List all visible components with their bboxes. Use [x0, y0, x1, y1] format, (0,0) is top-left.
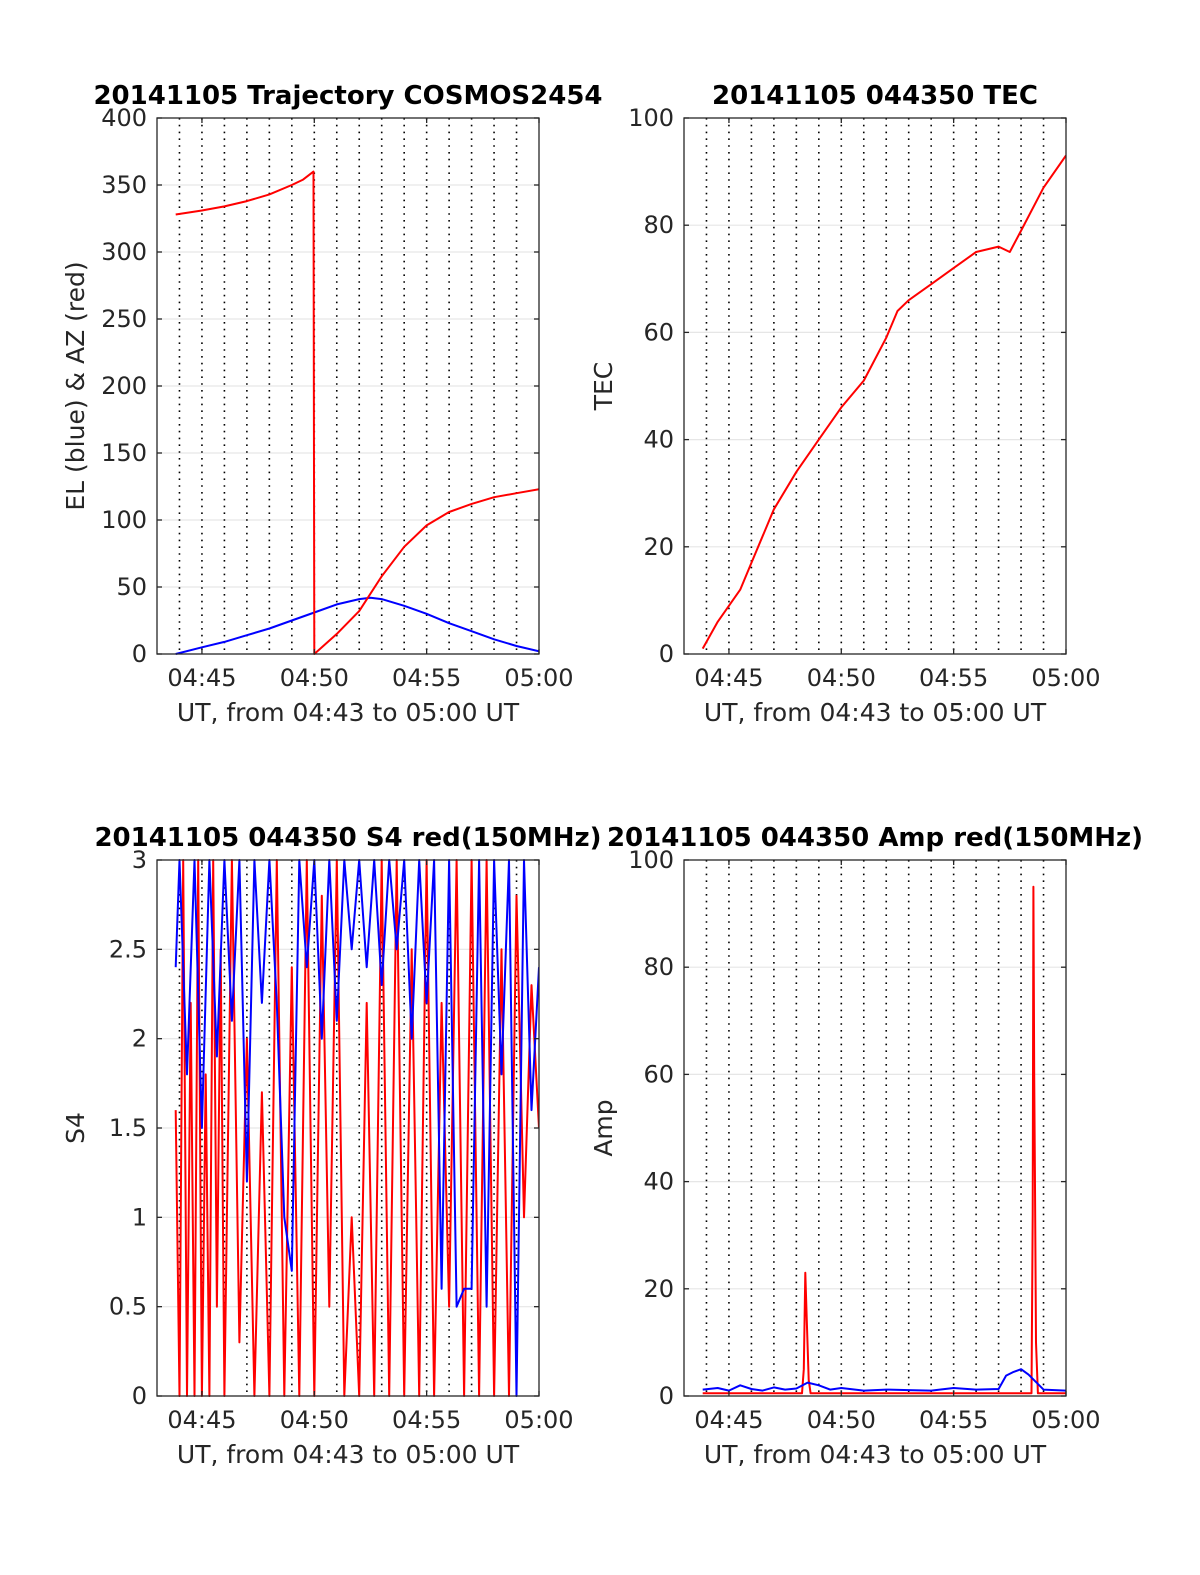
y-tick-label: 60: [643, 1060, 674, 1088]
y-axis-label: TEC: [589, 362, 618, 412]
series-line-1: [702, 885, 1066, 1395]
x-tick-label: 04:45: [167, 1406, 236, 1434]
y-tick-label: 100: [101, 506, 147, 534]
y-tick-label: 350: [101, 171, 147, 199]
y-tick-label: 400: [101, 104, 147, 132]
x-tick-label: 04:50: [280, 1406, 349, 1434]
x-tick-label: 05:00: [504, 664, 573, 692]
chart-title: 20141105 Trajectory COSMOS2454: [93, 81, 602, 111]
x-axis-label: UT, from 04:43 to 05:00 UT: [704, 1440, 1047, 1469]
chart-title: 20141105 044350 S4 red(150MHz): [94, 823, 601, 853]
series-line-el: [175, 596, 539, 655]
y-tick-label: 0.5: [109, 1293, 147, 1321]
y-axis-label: Amp: [589, 1099, 618, 1156]
y-tick-label: 300: [101, 238, 147, 266]
y-tick-label: 40: [643, 426, 674, 454]
y-axis-label: S4: [61, 1112, 90, 1144]
y-tick-label: 100: [628, 846, 674, 874]
x-tick-label: 04:50: [807, 1406, 876, 1434]
x-tick-label: 04:50: [807, 664, 876, 692]
chart-panel-2: 0 20 40 60 80 100 04:45 04:50 04:55 05:00 UT, from…: [589, 81, 1101, 727]
series-line-2: [702, 1368, 1066, 1392]
chart-title: 20141105 044350 Amp red(150MHz): [607, 823, 1143, 853]
series-line-1: [174, 859, 539, 1397]
axes-box: [683, 117, 1067, 655]
y-tick-label: 80: [643, 953, 674, 981]
y-axis-label: EL (blue) & AZ (red): [61, 261, 90, 510]
x-tick-label: 04:45: [694, 1406, 763, 1434]
y-tick-label: 60: [643, 318, 674, 346]
y-tick-label: 40: [643, 1168, 674, 1196]
y-tick-label: 150: [101, 439, 147, 467]
y-tick-label: 3: [132, 846, 147, 874]
y-tick-label: 0: [659, 1382, 674, 1410]
x-tick-label: 04:55: [392, 664, 461, 692]
y-tick-label: 20: [643, 533, 674, 561]
series-line-1: [701, 154, 1066, 650]
x-tick-label: 04:55: [392, 1406, 461, 1434]
y-tick-label: 0: [132, 640, 147, 668]
x-tick-label: 04:55: [919, 1406, 988, 1434]
y-tick-label: 80: [643, 211, 674, 239]
x-tick-label: 05:00: [504, 1406, 573, 1434]
series-line-2: [174, 859, 539, 1397]
y-tick-label: 0: [659, 640, 674, 668]
y-tick-label: 50: [116, 573, 147, 601]
x-axis-label: UT, from 04:43 to 05:00 UT: [177, 698, 520, 727]
x-tick-label: 04:50: [280, 664, 349, 692]
axes-box: [683, 859, 1067, 1397]
chart-title: 20141105 044350 TEC: [712, 81, 1038, 111]
plot-area: [684, 860, 1066, 1396]
y-tick-label: 20: [643, 1275, 674, 1303]
x-tick-label: 04:55: [919, 664, 988, 692]
x-tick-label: 05:00: [1031, 664, 1100, 692]
y-tick-label: 2: [132, 1025, 147, 1053]
x-axis-label: UT, from 04:43 to 05:00 UT: [177, 1440, 520, 1469]
x-axis-label: UT, from 04:43 to 05:00 UT: [704, 698, 1047, 727]
y-tick-label: 1.5: [109, 1114, 147, 1142]
plot-area: [684, 118, 1066, 654]
y-tick-label: 200: [101, 372, 147, 400]
y-tick-label: 2.5: [109, 935, 147, 963]
series-line-az: [175, 170, 539, 655]
x-tick-label: 05:00: [1031, 1406, 1100, 1434]
x-tick-label: 04:45: [694, 664, 763, 692]
x-tick-label: 04:45: [167, 664, 236, 692]
y-tick-label: 1: [132, 1203, 147, 1231]
y-tick-label: 250: [101, 305, 147, 333]
y-tick-label: 0: [132, 1382, 147, 1410]
chart-panel-3: 0 0.5 1 1.5 2 2.5 3 04:45 04:50 04:55 05:00 UT, fro…: [61, 823, 602, 1469]
chart-panel-1: 0 50 100 150 200 250 300 350 400 04:45 04:50 04:55 0…: [61, 81, 603, 727]
y-tick-label: 100: [628, 104, 674, 132]
chart-panel-4: 0 20 40 60 80 100 04:45 04:50 04:55 05:00 UT, from…: [589, 823, 1143, 1469]
